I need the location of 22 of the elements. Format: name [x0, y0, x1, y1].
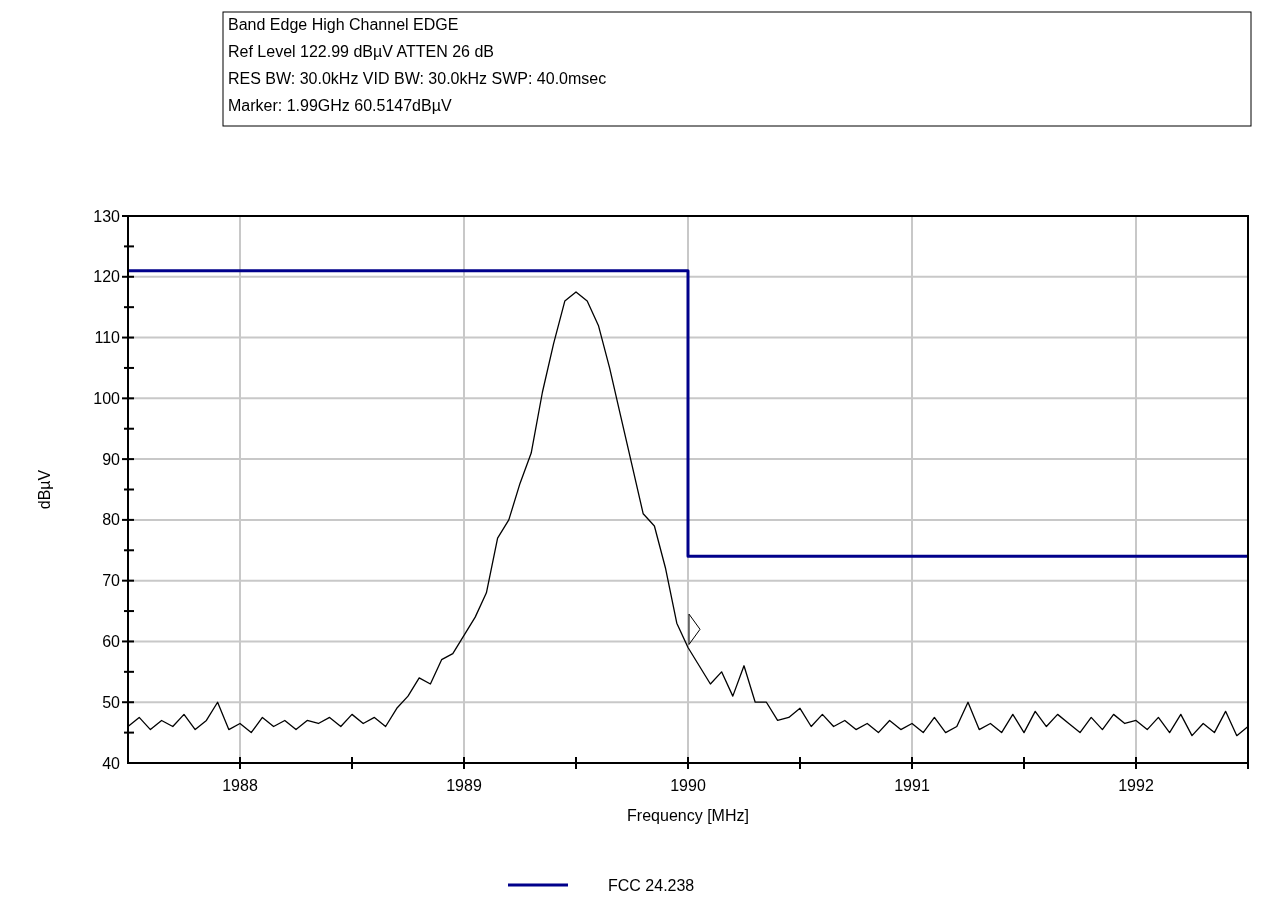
text: Ref Level 122.99 dBµV ATTEN 26 dB	[228, 43, 494, 60]
y-tick-label: 50	[102, 693, 121, 711]
text: FCC 24.238	[608, 876, 695, 894]
y-tick-label: 70	[102, 572, 121, 590]
x-tick-label: 1989	[446, 777, 482, 794]
x-tick-label: 1992	[1118, 777, 1154, 794]
y-tick-label: 80	[102, 511, 121, 529]
x-tick-label: 1991	[894, 777, 930, 794]
y-tick-label: 120	[93, 268, 121, 286]
text: RES BW: 30.0kHz VID BW: 30.0kHz SWP: 40.0msec	[228, 70, 607, 87]
y-tick-label: 60	[102, 633, 121, 651]
x-tick-label: 1990	[670, 777, 706, 794]
y-tick-label: 100	[93, 389, 121, 407]
y-tick-label: 40	[102, 754, 121, 772]
x-tick-label: 1988	[222, 777, 258, 794]
y-tick-label: 130	[93, 207, 121, 225]
x-axis-title: Frequency [MHz]	[627, 807, 749, 824]
y-tick-label: 90	[102, 450, 121, 468]
y-axis-title: dBµV	[36, 469, 53, 510]
text: Marker: 1.99GHz 60.5147dBµV	[228, 97, 452, 114]
chart-title: Band Edge High Channel EDGE	[228, 16, 459, 33]
y-tick-label: 110	[94, 329, 121, 347]
